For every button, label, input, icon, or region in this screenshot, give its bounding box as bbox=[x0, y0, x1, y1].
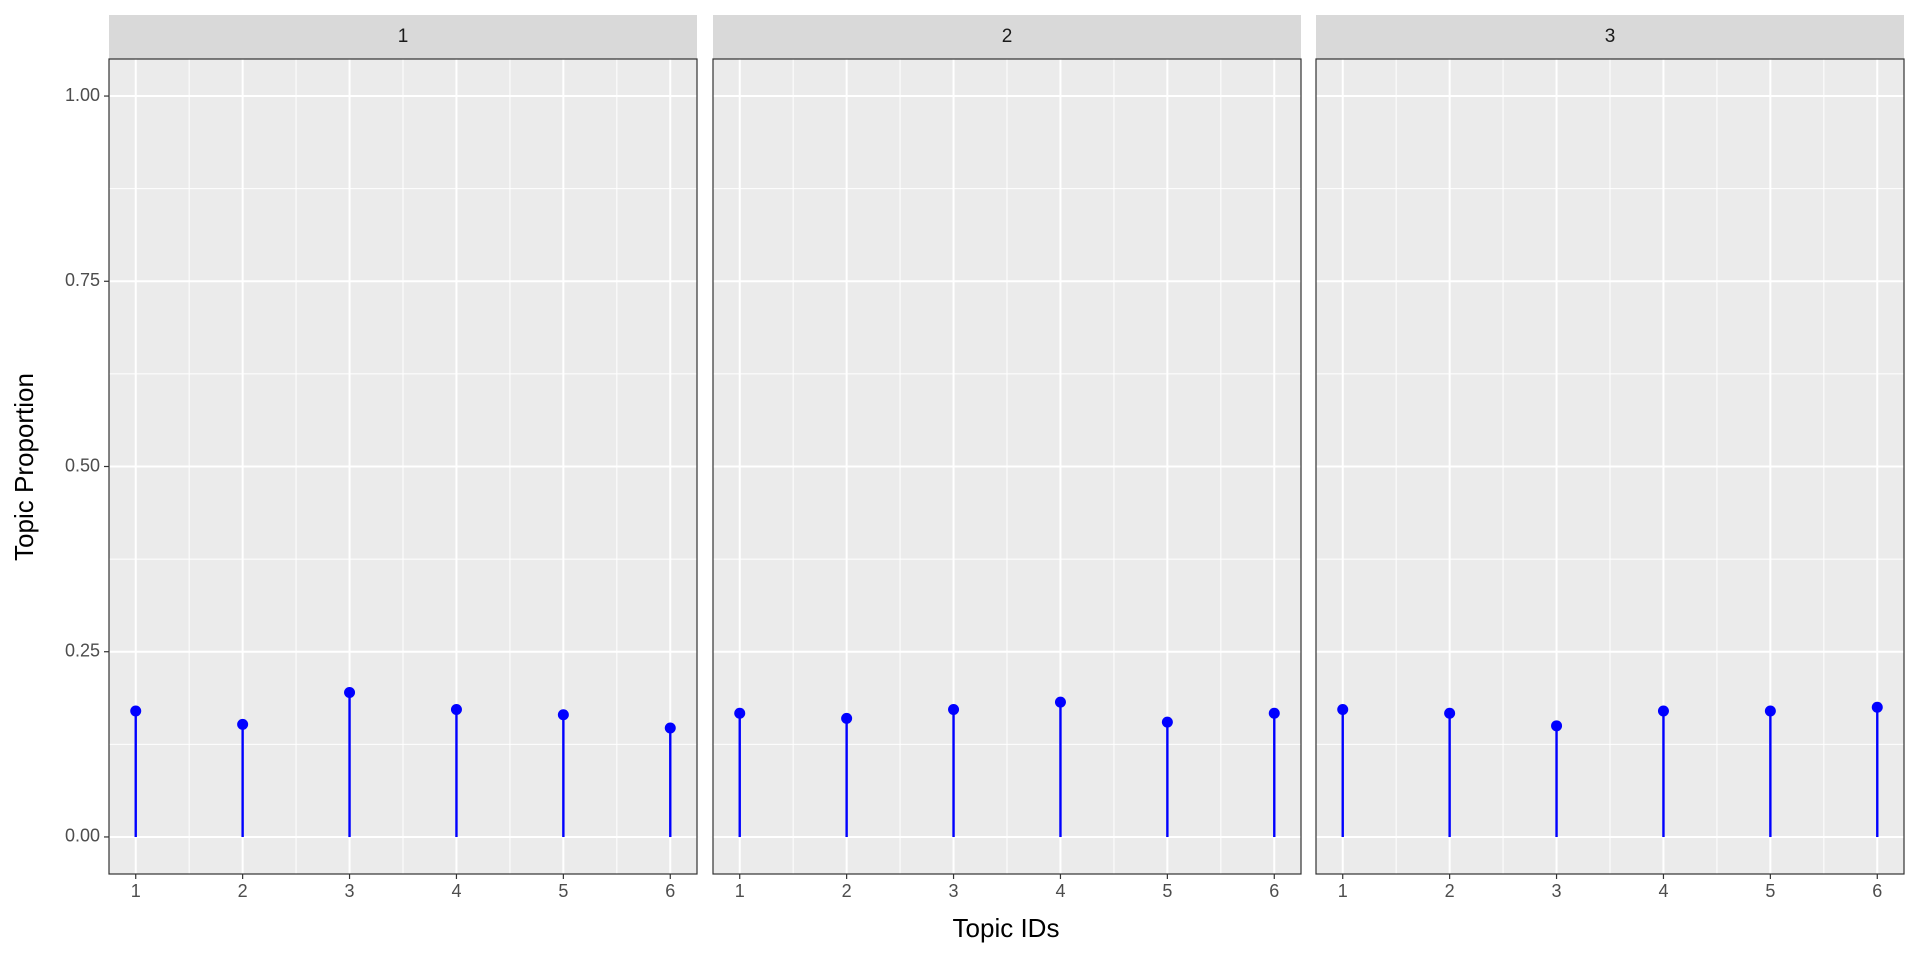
x-tick-label: 1 bbox=[131, 881, 141, 901]
point bbox=[1657, 705, 1669, 717]
panel-border bbox=[712, 58, 1302, 875]
x-tick-label: 4 bbox=[1658, 881, 1668, 901]
y-tick-label: 0.75 bbox=[65, 270, 100, 290]
x-tick-label: 2 bbox=[238, 881, 248, 901]
point bbox=[237, 718, 249, 730]
strip-label: 3 bbox=[1605, 26, 1616, 47]
x-tick-label: 3 bbox=[949, 881, 959, 901]
point bbox=[1337, 704, 1349, 716]
strip-label: 1 bbox=[398, 26, 409, 47]
point bbox=[948, 704, 960, 716]
point bbox=[1268, 707, 1280, 719]
y-tick-label: 1.00 bbox=[65, 85, 100, 105]
point bbox=[1054, 696, 1066, 708]
strip-background bbox=[713, 15, 1301, 59]
x-axis-title: Topic IDs bbox=[953, 913, 1060, 943]
x-tick-label: 5 bbox=[1162, 881, 1172, 901]
strip-background bbox=[109, 15, 697, 59]
x-tick-label: 5 bbox=[1765, 881, 1775, 901]
y-tick-label: 0.50 bbox=[65, 455, 100, 475]
point bbox=[1161, 716, 1173, 728]
x-tick-label: 5 bbox=[558, 881, 568, 901]
x-tick-label: 6 bbox=[1872, 881, 1882, 901]
x-tick-label: 2 bbox=[842, 881, 852, 901]
panel-border bbox=[108, 58, 698, 875]
x-tick-label: 1 bbox=[1338, 881, 1348, 901]
point bbox=[1764, 705, 1776, 717]
point bbox=[1551, 720, 1563, 732]
x-tick-label: 3 bbox=[345, 881, 355, 901]
x-tick-label: 2 bbox=[1445, 881, 1455, 901]
x-tick-label: 6 bbox=[665, 881, 675, 901]
x-tick-label: 6 bbox=[1269, 881, 1279, 901]
y-axis-title: Topic Proportion bbox=[9, 373, 39, 561]
strip-label: 2 bbox=[1002, 26, 1013, 47]
point bbox=[1444, 707, 1456, 719]
point bbox=[734, 707, 746, 719]
point bbox=[344, 686, 356, 698]
x-tick-label: 4 bbox=[451, 881, 461, 901]
panel-border bbox=[1315, 58, 1905, 875]
strip-background bbox=[1316, 15, 1904, 59]
y-tick-label: 0.25 bbox=[65, 640, 100, 660]
point bbox=[1871, 701, 1883, 713]
x-tick-label: 3 bbox=[1552, 881, 1562, 901]
point bbox=[450, 704, 462, 716]
x-tick-label: 4 bbox=[1055, 881, 1065, 901]
point bbox=[841, 712, 853, 724]
x-tick-label: 1 bbox=[735, 881, 745, 901]
point bbox=[130, 705, 142, 717]
y-tick-label: 0.00 bbox=[65, 826, 100, 846]
point bbox=[664, 722, 676, 734]
point bbox=[557, 709, 569, 721]
